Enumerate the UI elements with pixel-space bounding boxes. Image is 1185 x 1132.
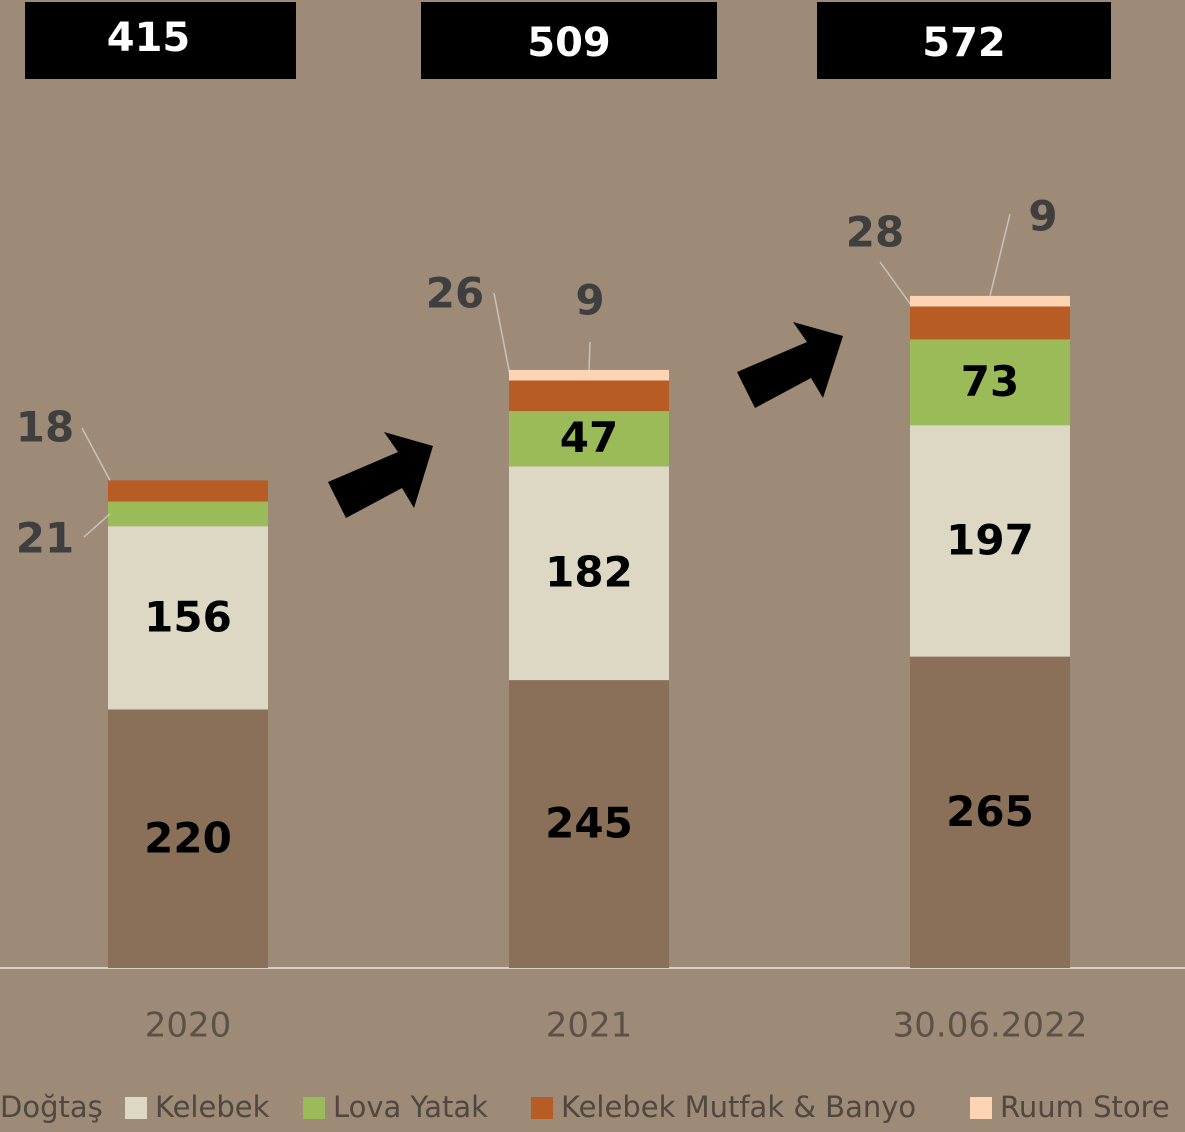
legend-swatch: [970, 1097, 992, 1119]
legend-swatch: [303, 1097, 325, 1119]
total-box: [421, 2, 717, 79]
total-label: 415: [107, 15, 191, 61]
bar-segment: [108, 709, 268, 968]
bar-segment: [108, 480, 268, 502]
total-label: 509: [527, 20, 611, 66]
leader-line: [989, 213, 1011, 297]
total-label: 572: [922, 20, 1006, 66]
legend-label: Kelebek: [155, 1090, 270, 1124]
bar-segment: [108, 501, 268, 527]
total-box: [817, 2, 1111, 79]
legend-swatch: [125, 1097, 147, 1119]
data-label: 26: [426, 269, 484, 318]
total-box: [25, 2, 296, 79]
data-label: 197: [946, 515, 1034, 564]
data-label: 156: [144, 592, 232, 641]
bar-segment: [910, 656, 1070, 968]
bar-segment: [509, 680, 669, 968]
x-tick-label: 2020: [145, 1006, 232, 1046]
leader-line: [493, 292, 512, 381]
bar-segment: [509, 466, 669, 681]
leader-line: [588, 341, 591, 370]
bar-segment: [910, 306, 1070, 340]
bar-segment: [509, 411, 669, 467]
arrows: [328, 322, 843, 518]
legend-swatch: [531, 1097, 553, 1119]
leader-line: [83, 513, 111, 538]
data-label: 9: [1028, 192, 1057, 241]
data-label: 73: [961, 357, 1019, 406]
data-label: 47: [560, 413, 618, 462]
data-label: 265: [946, 787, 1034, 836]
leader-line: [81, 427, 111, 481]
bar-segment: [509, 369, 669, 381]
data-label: 28: [846, 208, 904, 257]
legend-label: Lova Yatak: [333, 1090, 488, 1124]
bar-segment: [509, 380, 669, 412]
data-label: 220: [144, 813, 232, 862]
legend-label: Ruum Store: [1000, 1090, 1170, 1124]
x-tick-label: 2021: [546, 1006, 633, 1046]
bar-segment: [910, 295, 1070, 307]
x-tick-label: 30.06.2022: [893, 1006, 1088, 1046]
bar-segment: [108, 526, 268, 710]
bar-segment: [910, 425, 1070, 657]
data-label: 182: [545, 548, 633, 597]
data-label: 18: [16, 403, 74, 452]
leader-line: [879, 261, 913, 307]
data-label: 9: [575, 276, 604, 325]
bar-segment: [910, 339, 1070, 426]
arrow: [737, 322, 843, 408]
legend-label: Doğtaş: [0, 1090, 103, 1124]
arrow: [328, 432, 433, 518]
data-label: 245: [545, 799, 633, 848]
data-label: 21: [16, 514, 74, 563]
legend-label: Kelebek Mutfak & Banyo: [561, 1090, 916, 1124]
